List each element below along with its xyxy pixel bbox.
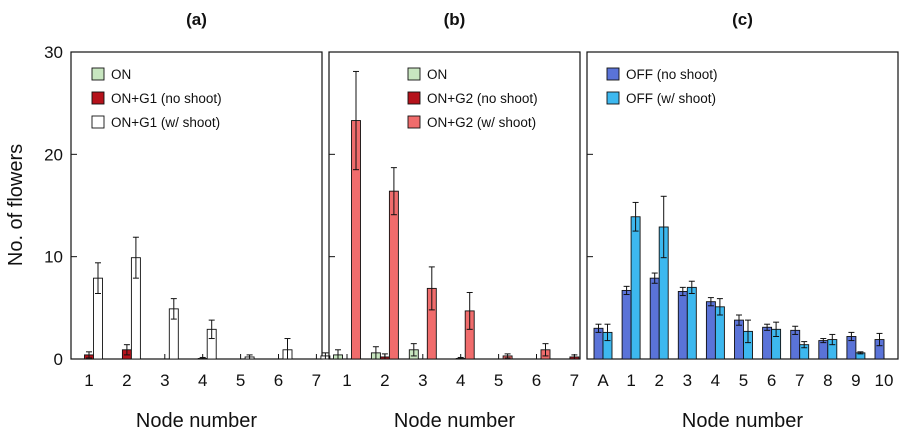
x-tick-label: A	[597, 371, 609, 390]
legend-swatch	[407, 67, 421, 81]
x-tick-label: 6	[532, 371, 541, 390]
bar	[630, 216, 641, 360]
legend-label: OFF (no shoot)	[626, 67, 718, 82]
x-tick-label: 7	[570, 371, 579, 390]
legend-label: ON+G2 (no shoot)	[427, 91, 538, 106]
chart-panel-2: (b) 1 2 3 4 5 6 7 Node number ON ON+G2 (no shoot) O…	[328, 10, 581, 432]
x-axis-title: Node number	[136, 410, 258, 432]
x-tick-label: 2	[654, 371, 663, 390]
x-tick-label: 3	[160, 371, 169, 390]
x-tick-label: 7	[795, 371, 804, 390]
plot-frame	[70, 51, 323, 360]
legend-swatch	[91, 115, 105, 129]
chart-panel-3: (c) A 1 2 3 4 5 6 7 8 9 10 Node number OFF (no shoot)…	[586, 10, 899, 432]
y-tick-label: 30	[44, 43, 63, 62]
x-tick-label: 3	[683, 371, 692, 390]
x-tick-label: 7	[312, 371, 321, 390]
x-tick-label: 10	[875, 371, 894, 390]
bar	[621, 289, 632, 360]
y-tick-label: 20	[44, 145, 63, 164]
bar	[762, 326, 773, 360]
y-axis-title: No. of flowers	[5, 144, 27, 266]
x-tick-label: 5	[739, 371, 748, 390]
y-tick-label: 0	[54, 350, 63, 369]
x-axis-title: Node number	[394, 410, 516, 432]
chart-panel-1: (a) 0 10 20 30 1 2 3 4 5 6 7 Node number ON ON+G1 (no …	[44, 10, 331, 432]
y-tick-label: 10	[44, 248, 63, 267]
bar	[677, 291, 688, 360]
x-tick-label: 4	[456, 371, 465, 390]
x-tick-label: 6	[274, 371, 283, 390]
legend-label: ON+G1 (w/ shoot)	[111, 115, 220, 130]
bar	[705, 301, 716, 360]
legend-swatch	[407, 115, 421, 129]
bar	[388, 190, 399, 360]
x-tick-label: 2	[380, 371, 389, 390]
x-tick-label: 1	[342, 371, 351, 390]
legend-swatch	[606, 91, 620, 105]
x-tick-label: 4	[198, 371, 207, 390]
x-tick-label: 2	[122, 371, 131, 390]
legend-swatch	[91, 67, 105, 81]
bar	[649, 277, 660, 360]
x-tick-label: 6	[767, 371, 776, 390]
x-tick-label: 1	[84, 371, 93, 390]
x-tick-label: 5	[494, 371, 503, 390]
x-tick-label: 5	[236, 371, 245, 390]
legend-label: ON	[111, 67, 131, 82]
legend-swatch	[606, 67, 620, 81]
x-tick-label: 3	[418, 371, 427, 390]
x-tick-label: 8	[823, 371, 832, 390]
panel-title: (b)	[444, 10, 466, 29]
bar	[686, 286, 697, 360]
panel-title: (c)	[732, 10, 753, 29]
x-axis-title: Node number	[682, 410, 804, 432]
panel-title: (a)	[186, 10, 207, 29]
legend-label: OFF (w/ shoot)	[626, 91, 716, 106]
plot-frame	[328, 51, 581, 360]
legend-label: ON	[427, 67, 447, 82]
legend-label: ON+G2 (w/ shoot)	[427, 115, 536, 130]
legend-swatch	[407, 91, 421, 105]
x-tick-label: 9	[851, 371, 860, 390]
bar	[593, 327, 604, 360]
x-tick-label: 1	[626, 371, 635, 390]
legend-label: ON+G1 (no shoot)	[111, 91, 222, 106]
x-tick-label: 4	[711, 371, 720, 390]
bar	[818, 340, 829, 360]
bar	[734, 319, 744, 360]
legend-swatch	[91, 91, 105, 105]
